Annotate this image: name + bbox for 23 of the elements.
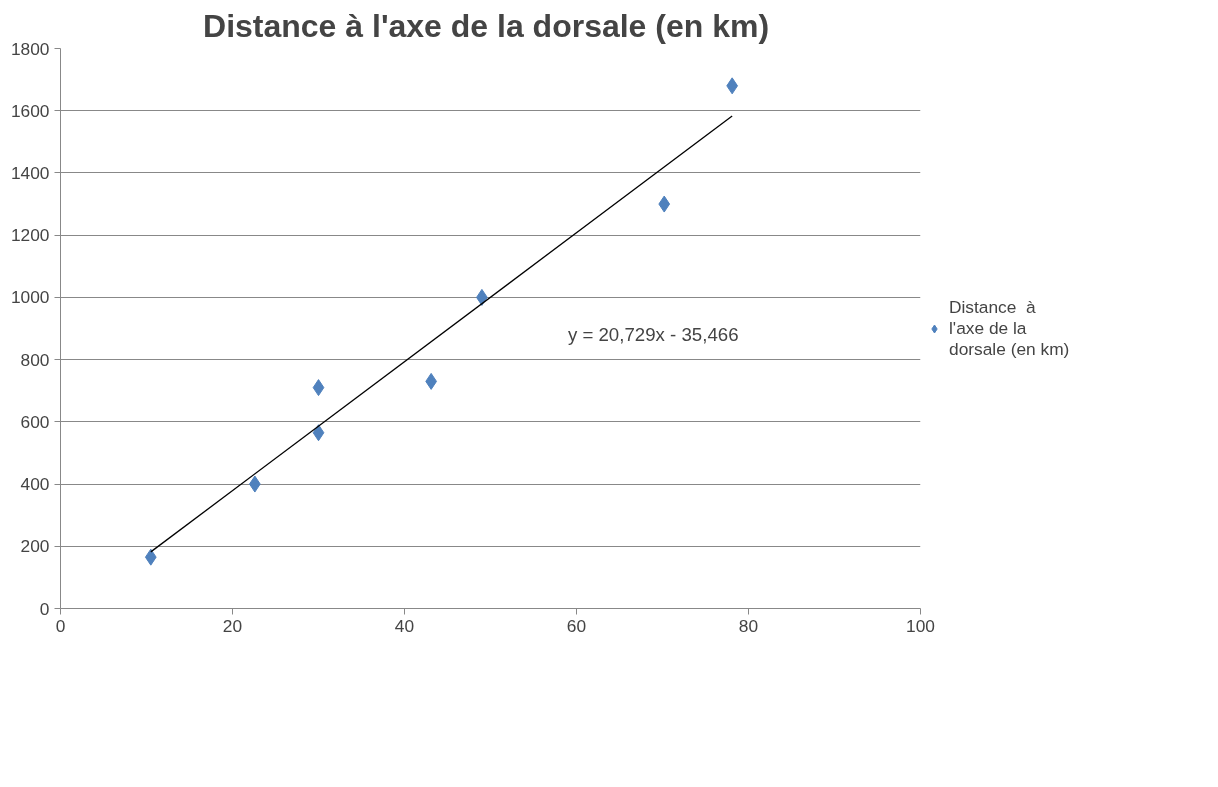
legend-label: Distance à l'axe de la dorsale (en km) xyxy=(949,296,1070,360)
y-tick-label: 1400 xyxy=(10,162,50,183)
y-tick-label: 1200 xyxy=(10,225,50,246)
x-tick-label: 80 xyxy=(738,615,759,636)
annotation: y = 20,729x - 35,466 xyxy=(567,324,739,346)
point xyxy=(658,195,671,213)
x-tick-label: 0 xyxy=(55,615,66,636)
y-tick-label: 200 xyxy=(20,536,50,557)
y-tick-label: 600 xyxy=(20,411,50,432)
x-tick-label: 100 xyxy=(906,615,935,636)
chart-title: Distance à l'axe de la dorsale (en km) xyxy=(203,7,770,44)
y-tick-label: 1600 xyxy=(10,100,50,121)
x-tick-label: 40 xyxy=(394,615,415,636)
y-tick-label: 800 xyxy=(20,349,50,370)
point xyxy=(312,424,325,442)
point xyxy=(144,548,157,566)
x-tick-label: 20 xyxy=(222,615,243,636)
x-tick-label: 60 xyxy=(566,615,587,636)
y-tick-label: 0 xyxy=(39,598,50,619)
y-tick-label: 1000 xyxy=(10,287,50,308)
y-tick-label: 1800 xyxy=(10,38,50,59)
y-tick-label: 400 xyxy=(20,474,50,495)
point xyxy=(312,379,325,397)
